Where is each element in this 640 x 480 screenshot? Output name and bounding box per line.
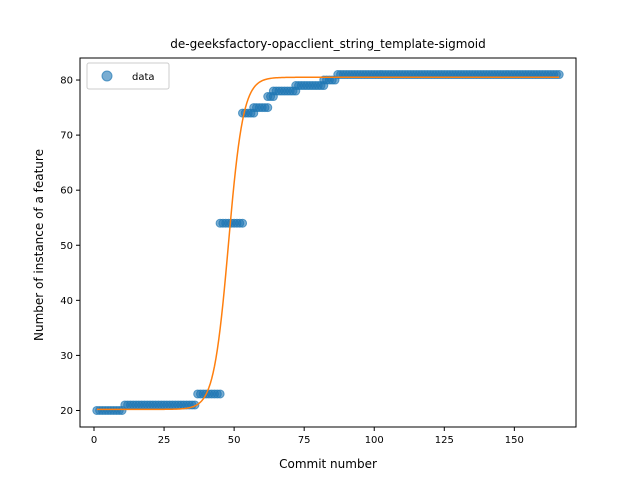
x-tick-label: 150 [505, 435, 524, 446]
legend-label-data: data [132, 72, 155, 83]
chart-title: de-geeksfactory-opacclient_string_templa… [170, 37, 486, 51]
data-point [215, 389, 225, 399]
y-tick-label: 40 [60, 296, 73, 307]
y-axis-label: Number of instance of a feature [32, 149, 46, 341]
x-tick-label: 50 [228, 435, 241, 446]
x-tick-label: 100 [365, 435, 384, 446]
plot-frame [79, 57, 577, 428]
legend-marker-data [101, 70, 113, 82]
y-tick-label: 80 [60, 76, 73, 87]
x-tick-label: 25 [158, 435, 171, 446]
axes: 0 25 50 75 100 125 150 20 30 40 50 60 70 80 [60, 57, 577, 446]
x-tick-label: 125 [435, 435, 454, 446]
y-tick-label: 70 [60, 131, 73, 142]
y-tick-label: 50 [60, 241, 73, 252]
y-tick-label: 20 [60, 406, 73, 417]
plot-area [92, 70, 564, 415]
fit-curve [96, 76, 560, 411]
data-point [554, 70, 564, 80]
data-point [238, 218, 248, 228]
y-tick-label: 60 [60, 186, 73, 197]
legend-box [86, 62, 170, 90]
x-tick-label: 75 [298, 435, 311, 446]
data-point [263, 103, 273, 113]
x-axis-label: Commit number [279, 457, 377, 471]
legend: data [86, 62, 170, 90]
y-tick-label: 30 [60, 351, 73, 362]
x-tick-label: 0 [91, 435, 97, 446]
